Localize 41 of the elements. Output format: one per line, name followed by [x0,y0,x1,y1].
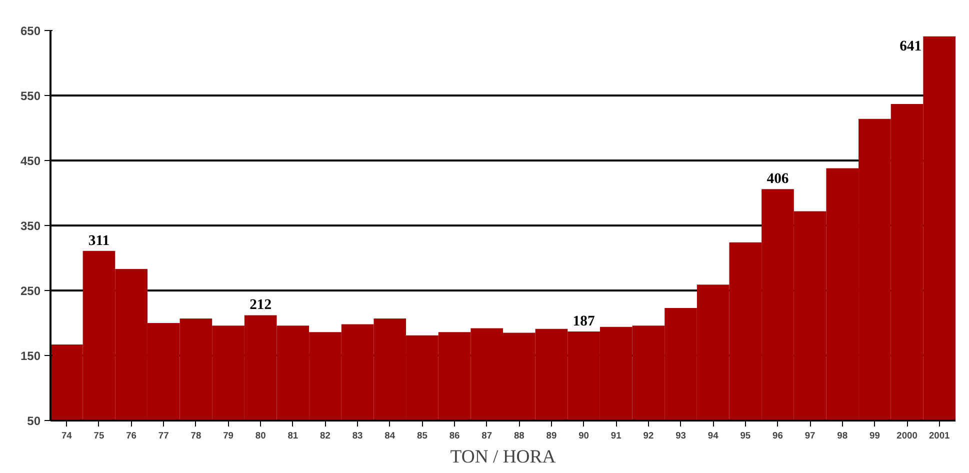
data-label: 311 [88,232,110,249]
x-tick-label: 78 [190,430,202,440]
x-tick-label: 74 [61,430,73,440]
data-label: 406 [766,171,789,188]
x-tick-label: 79 [223,430,234,440]
data-label: 187 [572,313,595,330]
x-tick-label: 99 [870,430,880,440]
y-tick-label: 550 [20,89,41,103]
x-tick-label: 80 [255,430,266,440]
x-tick-label: 90 [578,430,590,440]
x-tick-label: 75 [94,430,104,440]
data-label: 641 [900,38,922,54]
x-tick-label: 81 [288,430,298,440]
x-tick-label: 82 [320,430,330,440]
x-tick-label: 95 [740,430,751,440]
x-tick-label: 84 [384,430,396,440]
x-tick-label: 86 [449,430,460,440]
y-tick-label: 350 [20,219,41,233]
data-label: 212 [250,297,272,314]
x-tick-label: 2001 [928,430,950,440]
y-tick-label: 650 [20,24,41,38]
y-tick-label: 150 [20,349,41,363]
x-tick-label: 92 [643,430,654,440]
x-tick-label: 2000 [896,430,918,440]
y-tick-label: 50 [27,414,41,428]
x-tick-label: 97 [804,430,816,440]
x-tick-label: 91 [610,430,622,440]
x-tick-label: 89 [546,430,557,440]
x-tick-label: 77 [158,430,169,440]
x-tick-label: 76 [126,430,137,440]
x-tick-label: 85 [417,430,428,440]
x-tick-label: 83 [352,430,363,440]
x-tick-label: 98 [837,430,848,440]
y-tick-label: 250 [20,284,41,298]
x-tick-label: 94 [708,430,720,440]
x-axis-title: TON / HORA [450,446,556,468]
x-tick-label: 87 [482,430,492,440]
x-tick-label: 96 [772,430,783,440]
y-tick-label: 450 [20,154,41,168]
x-tick-label: 93 [676,430,686,440]
x-tick-label: 88 [514,430,524,440]
